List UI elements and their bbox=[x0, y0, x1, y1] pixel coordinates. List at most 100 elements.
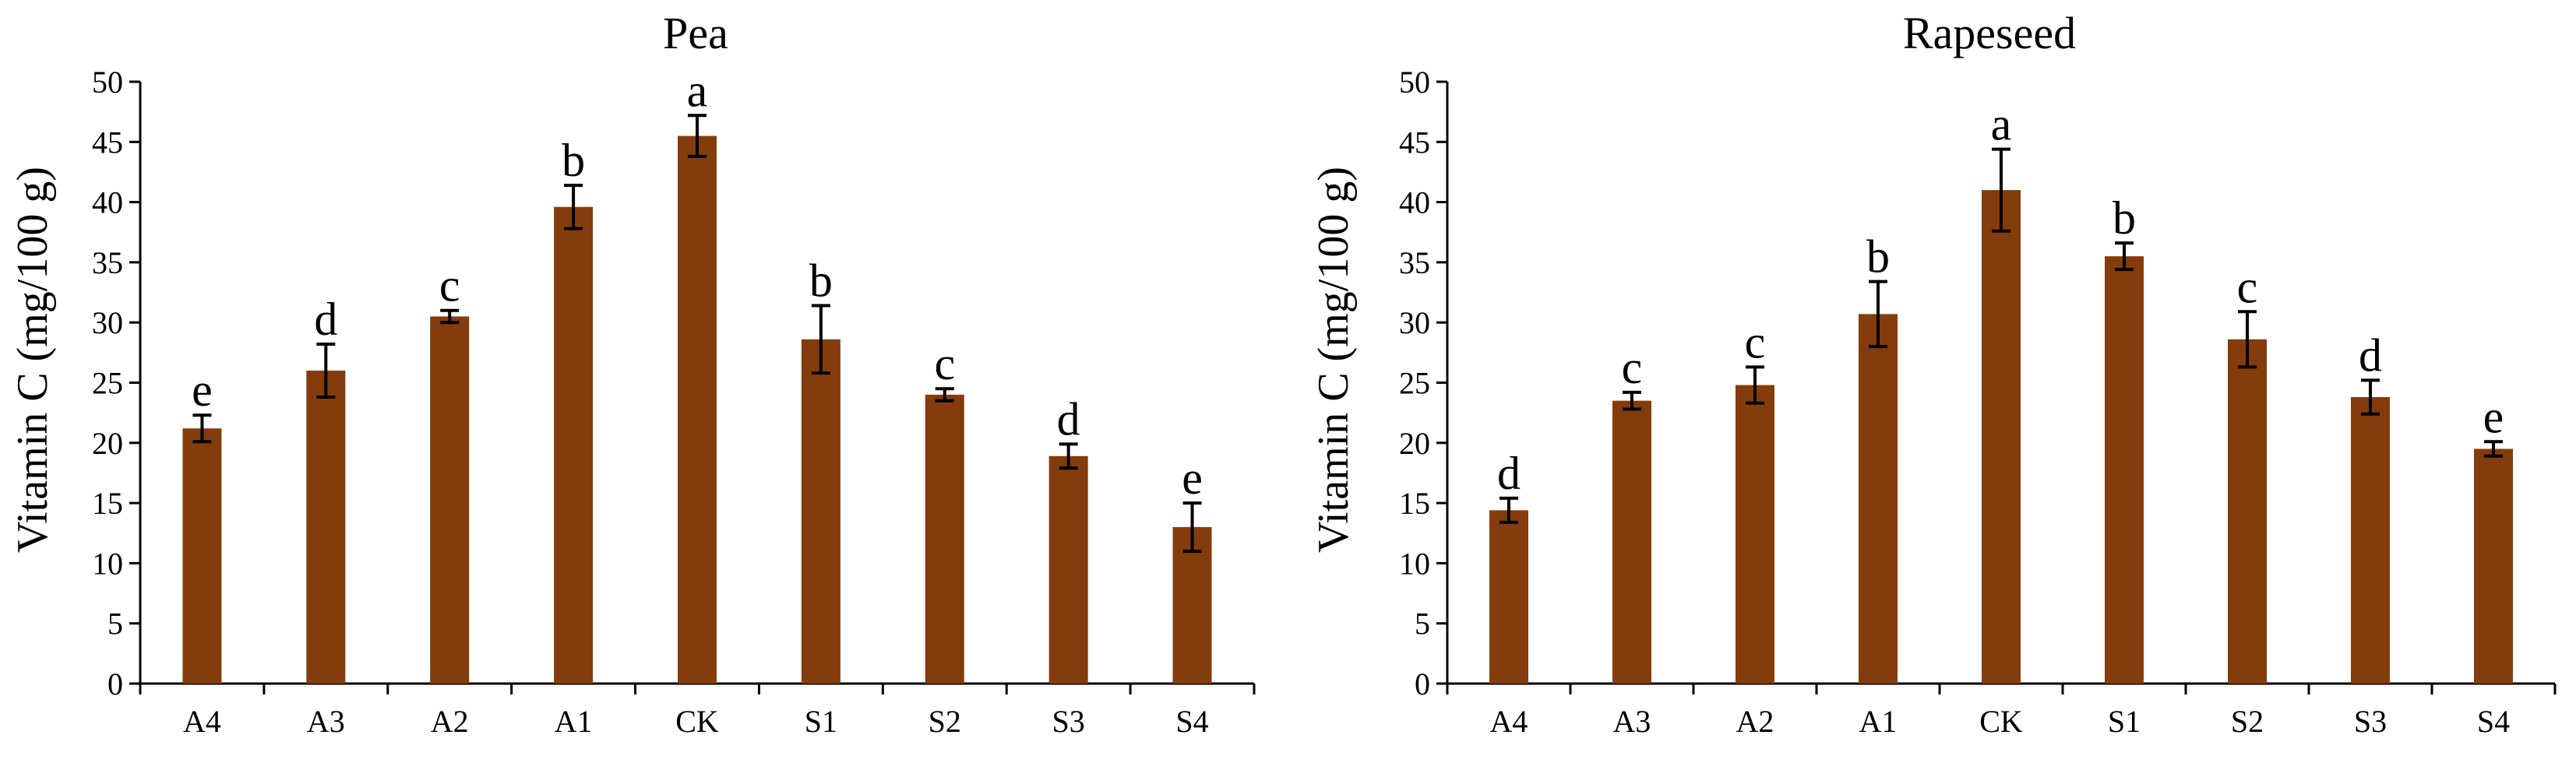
bar-s4 bbox=[1172, 527, 1212, 684]
y-tick-label: 20 bbox=[92, 426, 123, 461]
significance-letter: d bbox=[1057, 393, 1080, 445]
x-tick-label: S3 bbox=[2354, 704, 2387, 739]
y-tick-label: 50 bbox=[1399, 65, 1430, 100]
bar-s3 bbox=[2351, 397, 2390, 684]
error-bar bbox=[935, 387, 954, 403]
y-tick-label: 40 bbox=[92, 185, 123, 220]
y-tick-label: 25 bbox=[92, 366, 123, 401]
y-tick-labels: 0 5 10 15 20 25 30 35 40 45 50 bbox=[92, 65, 123, 701]
y-tick-labels: 0 5 10 15 20 25 30 35 40 45 50 bbox=[1399, 65, 1430, 701]
significance-letter: e bbox=[1182, 452, 1203, 504]
y-tick-label: 0 bbox=[1415, 666, 1430, 701]
y-tick-label: 0 bbox=[107, 666, 123, 701]
y-tick-label: 10 bbox=[1399, 546, 1430, 581]
bar-a2 bbox=[430, 316, 470, 684]
error-bar bbox=[1059, 442, 1078, 470]
bar-a4 bbox=[1489, 510, 1528, 684]
error-bar bbox=[564, 183, 583, 230]
y-axis-label: Vitamin C (mg/100 g) bbox=[9, 167, 57, 553]
bars bbox=[1489, 190, 2513, 684]
x-tick-labels: A4 A3 A2 A1 CK S1 S2 S3 S4 bbox=[183, 704, 1209, 739]
bar-s4 bbox=[2474, 448, 2513, 684]
x-tick-label: A2 bbox=[431, 704, 469, 739]
x-tick-label: A3 bbox=[1613, 704, 1651, 739]
significance-letter: b bbox=[1866, 231, 1890, 283]
significance-letter: d bbox=[2359, 329, 2382, 381]
error-bar bbox=[1746, 365, 1764, 405]
error-bar bbox=[1869, 280, 1887, 349]
bar-s1 bbox=[801, 339, 840, 684]
chart-panel-pea: Pea Vitamin C (mg/100 g) 0 5 10 15 20 25 30 35 4… bbox=[9, 8, 1256, 739]
bar-a1 bbox=[1859, 314, 1898, 684]
error-bar bbox=[1623, 390, 1641, 411]
error-bar bbox=[811, 304, 830, 375]
x-tick-label: S1 bbox=[805, 704, 837, 739]
y-tick-label: 40 bbox=[1399, 185, 1430, 220]
significance-letters: e d c b a b c d e bbox=[192, 65, 1203, 504]
significance-letter: b bbox=[809, 255, 833, 307]
y-tick-label: 45 bbox=[92, 125, 123, 160]
y-tick-label: 35 bbox=[92, 245, 123, 280]
significance-letter: a bbox=[1991, 99, 2012, 150]
significance-letter: d bbox=[1497, 448, 1521, 499]
y-tick-label: 15 bbox=[92, 486, 123, 521]
x-tick-label: CK bbox=[675, 704, 719, 739]
x-tick-label: A1 bbox=[555, 704, 593, 739]
y-tick-label: 35 bbox=[1399, 245, 1430, 280]
x-tick-label: S2 bbox=[929, 704, 961, 739]
significance-letter: e bbox=[2483, 391, 2504, 442]
chart-title: Pea bbox=[663, 8, 728, 58]
x-tick-label: A2 bbox=[1736, 704, 1774, 739]
x-tick-labels: A4 A3 A2 A1 CK S1 S2 S3 S4 bbox=[1490, 704, 2511, 739]
x-tick-label: A4 bbox=[183, 704, 221, 739]
error-bar bbox=[2361, 378, 2380, 416]
bar-ck bbox=[1982, 190, 2021, 684]
x-tick-label: S3 bbox=[1052, 704, 1085, 739]
x-tick-label: S4 bbox=[2477, 704, 2510, 739]
chart-panel-rapeseed: Rapeseed Vitamin C (mg/100 g) 0 5 10 15 20 25… bbox=[1309, 8, 2557, 739]
error-bars bbox=[192, 114, 1202, 553]
significance-letter: d bbox=[314, 294, 337, 345]
bar-s3 bbox=[1048, 455, 1088, 684]
significance-letters: d c c b a b c d e bbox=[1497, 99, 2504, 499]
chart-title: Rapeseed bbox=[1903, 8, 2076, 58]
error-bar bbox=[1499, 496, 1518, 524]
x-tick-label: S4 bbox=[1175, 704, 1208, 739]
significance-letter: b bbox=[2113, 192, 2136, 244]
error-bar bbox=[316, 343, 336, 399]
x-tick-label: A3 bbox=[307, 704, 345, 739]
y-tick-label: 50 bbox=[92, 65, 123, 100]
y-tick-label: 10 bbox=[92, 546, 123, 581]
y-tick-label: 5 bbox=[107, 607, 123, 642]
bar-a4 bbox=[182, 428, 222, 684]
y-tick-label: 20 bbox=[1399, 426, 1430, 461]
y-tick-label: 30 bbox=[92, 305, 123, 340]
bar-s2 bbox=[925, 394, 964, 684]
y-tick-label: 45 bbox=[1399, 125, 1430, 160]
bars bbox=[182, 135, 1212, 684]
y-axis-label: Vitamin C (mg/100 g) bbox=[1309, 167, 1358, 553]
bar-a3 bbox=[306, 371, 346, 684]
y-tick-label: 30 bbox=[1399, 305, 1430, 340]
error-bars bbox=[1499, 147, 2503, 524]
x-tick-label: A4 bbox=[1490, 704, 1528, 739]
y-tick-label: 5 bbox=[1415, 607, 1430, 642]
bar-a2 bbox=[1736, 385, 1774, 684]
bar-s1 bbox=[2105, 256, 2144, 684]
significance-letter: c bbox=[439, 260, 460, 311]
bar-s2 bbox=[2228, 339, 2267, 684]
significance-letter: b bbox=[562, 135, 585, 186]
significance-letter: a bbox=[687, 65, 708, 116]
error-bar bbox=[1992, 147, 2010, 233]
error-bar bbox=[2484, 440, 2503, 458]
significance-letter: c bbox=[2237, 261, 2258, 312]
x-tick-label: CK bbox=[1979, 704, 2023, 739]
error-bar bbox=[1182, 501, 1202, 553]
x-tick-label: S2 bbox=[2231, 704, 2264, 739]
y-tick-label: 15 bbox=[1399, 486, 1430, 521]
error-bar bbox=[2115, 241, 2134, 272]
x-tick-label: S1 bbox=[2108, 704, 2141, 739]
error-bar bbox=[688, 114, 707, 158]
bar-a3 bbox=[1612, 400, 1651, 684]
